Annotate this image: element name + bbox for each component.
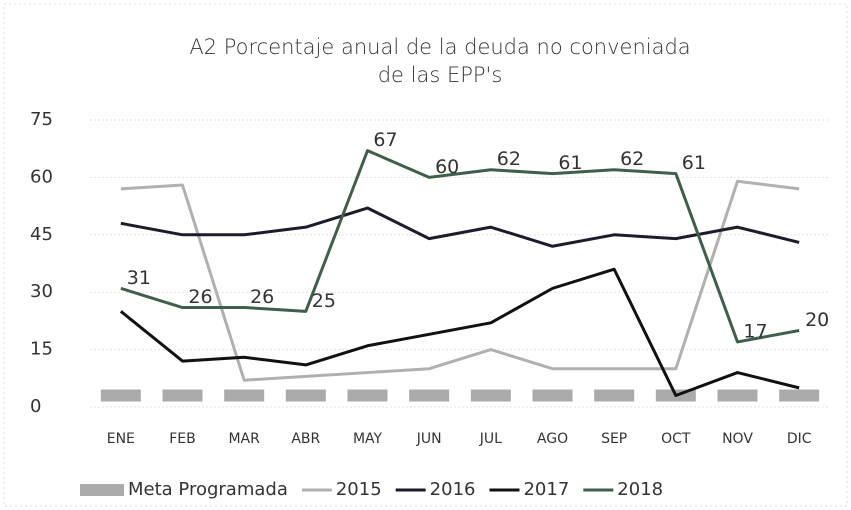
frame (3, 3, 848, 507)
legend-swatch (80, 484, 124, 496)
target-mark (285, 389, 326, 402)
series-line (120, 149, 800, 344)
data-label: 26 (250, 286, 274, 308)
data-label: 61 (682, 152, 706, 174)
target-mark (470, 389, 511, 402)
x-tick-label: ENE (107, 431, 135, 447)
x-tick-label: MAR (228, 431, 260, 447)
legend-label: Meta Programada (128, 479, 288, 500)
data-label: 20 (805, 309, 829, 331)
data-label: 62 (497, 148, 521, 170)
x-tick-label: OCT (661, 431, 691, 447)
target-mark (347, 389, 388, 402)
data-label: 67 (373, 129, 397, 151)
target-mark (100, 389, 141, 402)
y-tick-label: 60 (30, 166, 53, 187)
legend-label: 2015 (336, 479, 382, 500)
data-label: 26 (188, 286, 212, 308)
y-tick-label: 45 (30, 224, 53, 245)
target-mark (532, 389, 573, 402)
legend-label: 2016 (430, 479, 476, 500)
y-tick-label: 75 (30, 109, 53, 130)
chart-title: de las EPP's (378, 63, 503, 87)
x-tick-label: ABR (291, 431, 320, 447)
series-line (119, 267, 800, 398)
data-label: 31 (127, 267, 151, 289)
series-line (120, 179, 800, 382)
data-label: 61 (558, 152, 582, 174)
chart-title: A2 Porcentaje anual de la deuda no conve… (189, 35, 690, 59)
x-tick-label: AGO (537, 431, 568, 447)
x-tick-label: SEP (601, 431, 627, 447)
target-mark (162, 389, 203, 402)
x-tick-label: JUL (479, 431, 502, 447)
target-mark (717, 389, 758, 402)
legend-label: 2018 (617, 479, 663, 500)
target-mark (409, 389, 450, 402)
y-tick-label: 15 (30, 339, 53, 360)
x-tick-label: MAY (353, 431, 383, 447)
data-label: 62 (620, 148, 644, 170)
y-tick-label: 0 (30, 396, 41, 417)
x-tick-label: FEB (169, 431, 196, 447)
data-label: 17 (743, 320, 767, 342)
data-label: 25 (312, 290, 336, 312)
x-tick-label: JUN (416, 431, 442, 447)
x-tick-label: DIC (787, 431, 812, 447)
target-mark (224, 389, 265, 402)
legend-label: 2017 (523, 479, 569, 500)
target-mark (779, 389, 820, 402)
x-tick-label: NOV (722, 431, 753, 447)
data-label: 60 (435, 156, 459, 178)
y-tick-label: 30 (30, 281, 53, 302)
target-mark (594, 389, 635, 402)
series-line (120, 206, 800, 248)
